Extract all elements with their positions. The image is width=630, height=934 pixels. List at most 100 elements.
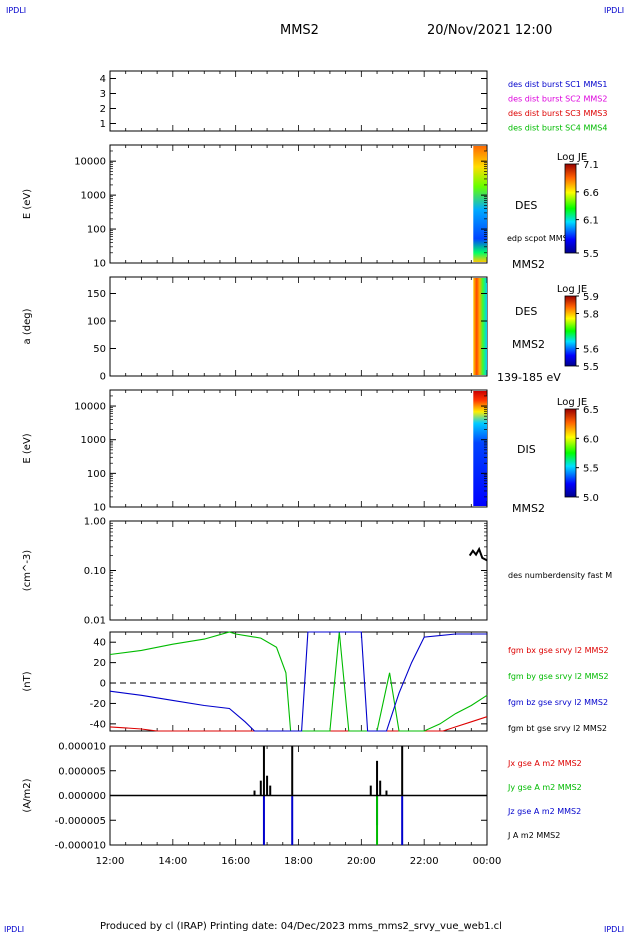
panel-side-label: DES	[515, 199, 537, 212]
panel-side-label: MMS2	[512, 502, 545, 515]
colorbar-tick-label: 5.5	[583, 362, 599, 373]
legend-entry: J A m2 MMS2	[507, 831, 560, 840]
x-tick-label: 20:00	[347, 856, 376, 867]
colorbar	[564, 408, 577, 498]
colorbar-title: Log JE	[557, 284, 587, 295]
colorbar	[564, 295, 577, 367]
colorbar-tick-label: 5.9	[583, 292, 599, 303]
y-tick-label: 1000	[81, 191, 106, 202]
y-tick-label: 100	[87, 225, 106, 236]
y-axis-label: (cm^-3)	[22, 550, 33, 591]
panel-dis_energy: 10 100 1000 10000 E (eV) DIS MMS2 Log JE6.5 6.0 5…	[22, 389, 599, 515]
panel-frame	[109, 144, 488, 264]
y-tick-label: 10	[93, 259, 106, 270]
legend-entry: fgm by gse srvy l2 MMS2	[508, 672, 609, 681]
legend-entry: des dist burst SC4 MMS4	[508, 124, 607, 133]
y-tick-label: 10000	[74, 402, 106, 413]
corner-mark-bottom-left: IPDLI	[4, 925, 24, 934]
y-tick-label: 0	[100, 372, 106, 383]
panel-burst: 1 2 3 4 des dist burst SC1 MMS1 des dist burs…	[100, 70, 607, 133]
legend-entry: Jy gse A m2 MMS2	[507, 783, 582, 792]
legend-entry: des dist burst SC1 MMS1	[508, 80, 607, 89]
x-tick-label: 12:00	[96, 856, 125, 867]
legend-entry: Jx gse A m2 MMS2	[507, 759, 582, 768]
panel-des_energy: 10 100 1000 10000 E (eV) DES edp scpot MMS2 MMS…	[22, 144, 599, 271]
colorbar-tick-label: 6.0	[583, 434, 599, 445]
y-tick-label: 1	[100, 119, 106, 130]
colorbar-tick-label: 5.8	[583, 310, 599, 321]
y-tick-label: 3	[100, 89, 106, 100]
colorbar-title: Log JE	[557, 397, 587, 408]
panel-frame	[109, 276, 488, 377]
y-axis-label: E (eV)	[22, 189, 33, 219]
y-tick-label: 10000	[74, 157, 106, 168]
heatmap-band	[473, 391, 487, 506]
footer-text: Produced by cl (IRAP) Printing date: 04/…	[100, 921, 502, 932]
colorbar-tick-label: 5.5	[583, 249, 599, 260]
legend-entry: des dist burst SC2 MMS2	[508, 95, 607, 104]
header-datetime: 20/Nov/2021 12:00	[427, 23, 552, 38]
y-tick-label: 100	[87, 469, 106, 480]
y-tick-label: 2	[100, 104, 106, 115]
series-line-2	[109, 631, 487, 732]
y-tick-label: 40	[93, 638, 106, 649]
panel-frame	[109, 520, 488, 621]
x-tick-label: 00:00	[473, 856, 502, 867]
y-tick-label: -0.000010	[55, 841, 106, 852]
legend-entry: fgm bz gse srvy l2 MMS2	[508, 698, 608, 707]
legend-entry: Jz gse A m2 MMS2	[507, 807, 581, 816]
colorbar-tick-label: 5.6	[583, 345, 599, 356]
y-tick-label: 20	[93, 658, 106, 669]
colorbar-tick-label: 5.5	[583, 464, 599, 475]
y-tick-label: 4	[100, 74, 106, 85]
y-tick-label: 0.000010	[58, 742, 106, 753]
panel-frame	[109, 631, 488, 732]
colorbar-tick-label: 7.1	[583, 160, 599, 171]
x-tick-label: 14:00	[158, 856, 187, 867]
x-tick-label: 18:00	[284, 856, 313, 867]
legend-entry: fgm bx gse srvy l2 MMS2	[508, 646, 609, 655]
y-tick-label: 0	[100, 679, 106, 690]
legend-entry: fgm bt gse srvy l2 MMS2	[508, 724, 607, 733]
panel-side-label: DES	[515, 305, 537, 318]
panel-current: -0.000010 -0.000005 0.000000 0.000005 0.0000…	[22, 742, 582, 852]
y-tick-label: 0.000000	[58, 791, 106, 802]
series-line-1	[109, 631, 488, 732]
panel-density: 0.01 0.10 1.00 (cm^-3) des numberdensity fas…	[22, 517, 612, 627]
colorbar-tick-label: 6.6	[583, 188, 599, 199]
y-tick-label: 1.00	[84, 517, 106, 528]
y-tick-label: 1000	[81, 435, 106, 446]
y-tick-label: -40	[90, 719, 106, 730]
legend-entry: des numberdensity fast M	[508, 571, 612, 580]
panel-frame	[109, 70, 488, 132]
corner-mark-bottom-right: IPDLI	[604, 925, 624, 934]
y-axis-label: (nT)	[22, 671, 33, 691]
corner-mark-top-left: IPDLI	[6, 6, 26, 15]
y-tick-label: 10	[93, 503, 106, 514]
x-tick-label: 22:00	[410, 856, 439, 867]
y-tick-label: 150	[87, 289, 106, 300]
y-tick-label: 100	[87, 317, 106, 328]
y-tick-label: -0.000005	[55, 816, 106, 827]
header-spacecraft: MMS2	[280, 23, 319, 38]
y-tick-label: 50	[93, 344, 106, 355]
colorbar-title: Log JE	[557, 152, 587, 163]
y-tick-label: 0.01	[84, 616, 106, 627]
colorbar-tick-label: 5.0	[583, 493, 599, 504]
colorbar	[564, 163, 577, 254]
panel-side-label: edp scpot MMS2	[507, 234, 573, 243]
y-tick-label: 0.000005	[58, 766, 106, 777]
y-axis-label: (A/m2)	[22, 778, 33, 812]
panel-fgm: -40 -20 0 20 40 (nT) fgm bx gse srvy l2 MMS2 fg…	[22, 631, 609, 733]
colorbar-tick-label: 6.5	[583, 405, 599, 416]
panel-side-label: MMS2	[512, 338, 545, 351]
panel-side-label: MMS2	[512, 258, 545, 271]
series-line-0	[468, 546, 488, 562]
panel-side-label: 139-185 eV	[497, 371, 561, 384]
corner-mark-top-right: IPDLI	[604, 6, 624, 15]
panel-side-label: DIS	[517, 443, 536, 456]
x-tick-label: 16:00	[221, 856, 250, 867]
colorbar-tick-label: 6.1	[583, 216, 599, 227]
y-axis-label: E (eV)	[22, 433, 33, 463]
